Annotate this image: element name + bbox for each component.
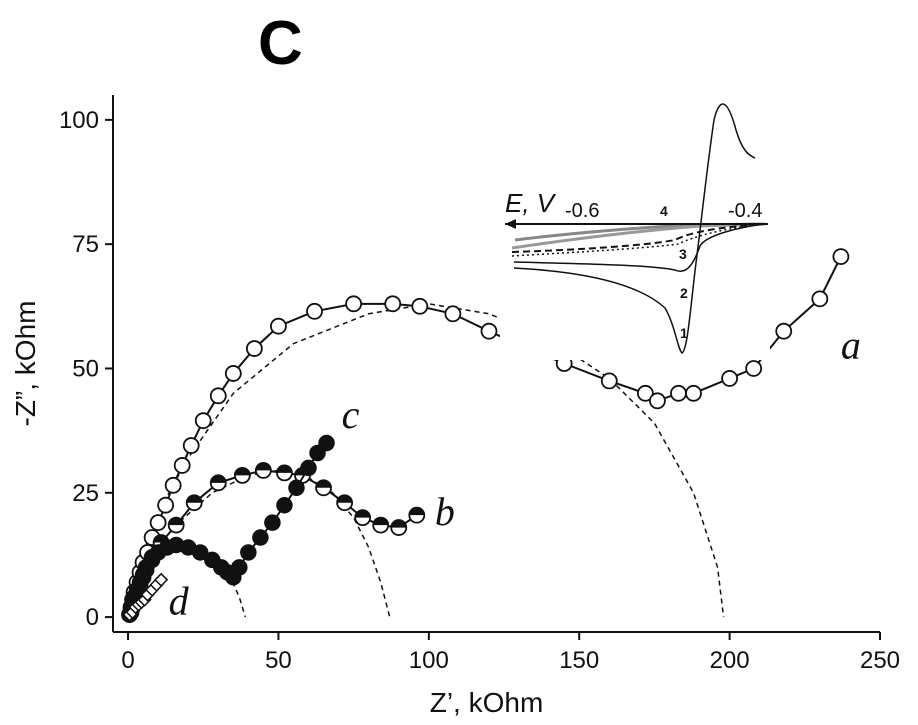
data-point-b (254, 462, 272, 479)
data-point-c (318, 434, 335, 452)
data-point-a (670, 384, 687, 402)
data-point-c (288, 479, 305, 497)
data-point-a (149, 514, 167, 532)
data-point-a (270, 317, 287, 335)
x-tick-label: 0 (121, 647, 134, 674)
data-series (121, 248, 850, 623)
marker-fill (409, 507, 425, 516)
curve-label-d: d (169, 579, 190, 624)
ticks: 0 50 100 150 200 250 0 25 50 75 100 (59, 107, 900, 674)
marker-fill (276, 465, 292, 473)
inset-curve-4b (511, 222, 766, 250)
inset-curve-number-1: 1 (680, 325, 688, 341)
x-axis-label: Z’, kOhm (430, 687, 544, 718)
data-point-a (164, 476, 182, 494)
x-tick-label: 50 (265, 647, 292, 674)
data-point-b (408, 506, 426, 524)
data-point-a (444, 305, 462, 323)
data-point-a (345, 295, 363, 313)
data-point-a (636, 384, 654, 402)
marker-fill (186, 495, 202, 503)
x-tick-label: 100 (409, 647, 449, 674)
data-point-a (600, 372, 618, 390)
data-point-d (154, 572, 169, 587)
inset-curve-number-4: 4 (660, 203, 668, 219)
data-point-b (276, 464, 293, 482)
inset-axis-arrow (505, 219, 516, 229)
data-point-a (173, 457, 191, 474)
y-tick-label: 100 (59, 107, 99, 134)
data-point-c (252, 529, 269, 546)
y-tick-label: 25 (72, 480, 99, 507)
curve-label-b: b (435, 489, 455, 534)
data-point-b (336, 494, 354, 512)
inset-curve-1 (513, 103, 756, 354)
data-point-c (264, 514, 281, 531)
data-point-b (372, 516, 390, 534)
data-point-a (384, 295, 402, 313)
marker-fill (234, 467, 250, 476)
data-point-a (306, 302, 323, 320)
x-tick-label: 150 (559, 647, 599, 674)
inset-curve-3 (511, 223, 766, 253)
y-tick-label: 0 (86, 604, 99, 631)
marker-fill (373, 517, 389, 526)
data-point-a (182, 437, 200, 454)
fit-curve-b (172, 469, 391, 618)
axes: Z’, kOhm -Z”, kOhm (10, 95, 880, 718)
marker-fill (337, 495, 353, 503)
marker-fill (391, 520, 407, 528)
data-point-a (649, 392, 666, 410)
data-point-b (185, 494, 203, 512)
y-tick-label: 75 (72, 231, 99, 258)
data-point-a (194, 412, 212, 430)
data-point-a (775, 322, 793, 340)
inset-curve-number-3: 3 (679, 246, 687, 262)
data-point-a (811, 290, 829, 308)
curve-label-a: a (841, 323, 861, 368)
data-point-a (209, 387, 227, 405)
inset-curve-4 (514, 222, 766, 242)
data-point-a (745, 360, 763, 377)
data-point-b (390, 519, 408, 536)
data-point-c (240, 544, 257, 561)
curve-label-c: c (342, 392, 360, 437)
marker-fill (316, 480, 332, 488)
data-point-c (231, 559, 248, 576)
data-point-a (157, 496, 175, 514)
data-point-a (411, 297, 429, 315)
data-point-b (233, 466, 251, 484)
data-point-c (300, 459, 317, 477)
marker-fill (255, 462, 271, 471)
data-point-a (480, 322, 498, 340)
marker-fill (168, 517, 184, 526)
panel-label: C (258, 9, 303, 78)
inset-curve-number-2: 2 (680, 285, 688, 301)
x-tick-label: 250 (860, 647, 900, 674)
inset-voltammogram: E, V -0.6 -0.4 1 2 3 4 (500, 95, 770, 360)
inset-curve-2 (513, 223, 766, 273)
data-point-b (209, 474, 227, 492)
data-point-b (315, 479, 332, 497)
inset-tick-label-1: -0.4 (728, 200, 762, 222)
data-point-c (191, 544, 209, 561)
data-point-b (167, 516, 185, 534)
marker-fill (210, 475, 226, 483)
curve-labels: a b c d (169, 323, 861, 624)
data-point-a (832, 248, 850, 265)
data-point-a (245, 340, 263, 357)
data-point-a (224, 365, 242, 382)
data-point-c (276, 496, 293, 514)
x-tick-label: 200 (710, 647, 750, 674)
inset-x-axis-label: E, V (505, 188, 557, 218)
data-point-a (721, 370, 739, 387)
data-point-b (354, 509, 372, 527)
data-point-a (685, 384, 702, 402)
y-tick-label: 50 (72, 355, 99, 382)
y-axis-label: -Z”, kOhm (10, 301, 41, 427)
inset-tick-label-0: -0.6 (565, 200, 599, 222)
marker-fill (355, 510, 371, 518)
